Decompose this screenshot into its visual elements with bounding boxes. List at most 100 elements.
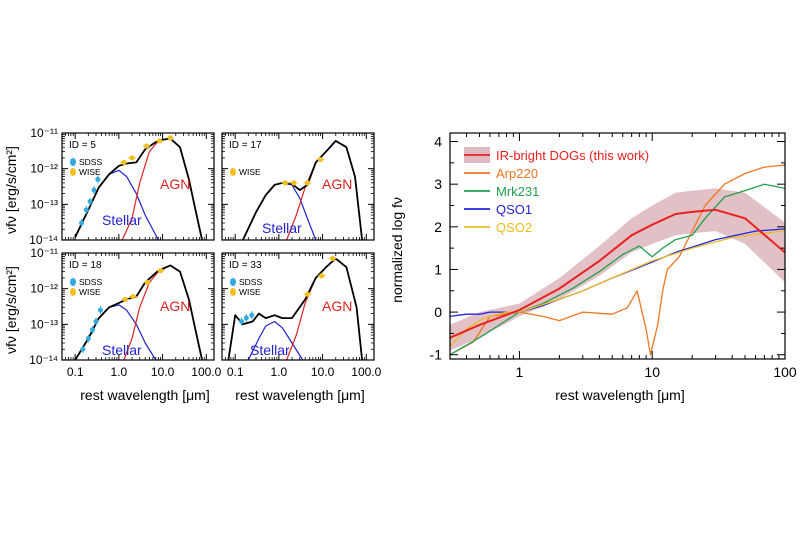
wise-legend-label: WISE [239, 167, 261, 177]
panel-frame [61, 132, 215, 241]
left-x-axis-label-a: rest wavelength [μm] [80, 387, 209, 403]
right-panel: 1 10 100 -1 0 1 2 3 4 IR-bright DOGs (this work) A… [430, 132, 797, 380]
wise-point [291, 180, 297, 186]
right-x-tick-label: 1 [516, 364, 524, 380]
panel-id-label: ID = 33 [229, 260, 262, 271]
right-x-tick-label: 100 [773, 364, 797, 380]
y-tick-label: 10⁻¹⁴ [29, 353, 58, 367]
sdss-legend-marker [70, 158, 76, 166]
wise-point [167, 135, 173, 141]
wise-legend-label: WISE [239, 287, 261, 297]
left-y-axis-label-top: νfν [erg/s/cm²] [3, 146, 19, 234]
y-tick-label: 10⁻¹¹ [30, 246, 58, 260]
panel-id-label: ID = 5 [69, 140, 96, 151]
wise-legend-marker [70, 288, 76, 296]
panel-frame [221, 252, 375, 361]
legend-label: Arp220 [496, 166, 538, 181]
panel-frame [61, 252, 215, 361]
right-x-tick-label: 10 [644, 364, 660, 380]
y-tick-label: 10⁻¹¹ [30, 126, 58, 140]
x-tick-label: 10.0 [311, 365, 335, 379]
wise-point [319, 273, 325, 279]
wise-legend-marker [70, 168, 76, 176]
right-y-tick-label: -1 [430, 347, 443, 363]
x-tick-label: 0.1 [227, 365, 244, 379]
sdss-point [80, 346, 86, 352]
y-tick-label: 10⁻¹⁴ [29, 233, 58, 247]
wise-point [157, 268, 164, 274]
sdss-legend-label: SDSS [79, 277, 102, 287]
sed-panel-2: ID = 17 WISE Stellar AGN [221, 132, 375, 241]
right-y-tick-label: 0 [434, 304, 442, 320]
sdss-legend-label: SDSS [79, 157, 102, 167]
sdss-point [98, 307, 104, 313]
x-tick-label: 10.0 [151, 365, 175, 379]
stellar-label: Stellar [250, 342, 290, 358]
right-x-axis-label: rest wavelength [μm] [555, 387, 684, 403]
legend-label: Mrk231 [496, 184, 539, 199]
sdss-legend-label: SDSS [239, 277, 262, 287]
left-y-axis-label-bottom: νfν [erg/s/cm²] [3, 266, 19, 354]
total-sed-curve [74, 264, 203, 360]
right-y-tick-label: 1 [434, 261, 442, 277]
wise-point [122, 296, 128, 303]
arp220-line [450, 164, 785, 356]
agn-label: AGN [160, 176, 190, 192]
left-x-axis-label-b: rest wavelength [μm] [235, 387, 364, 403]
legend-label: QSO2 [496, 220, 532, 235]
stellar-label: Stellar [102, 342, 142, 358]
wise-legend-marker [230, 168, 236, 176]
right-frame [449, 132, 786, 360]
dogs-uncertainty-band [450, 188, 785, 351]
sdss-point [239, 319, 245, 325]
right-y-tick-label: 4 [434, 134, 442, 150]
stellar-label: Stellar [262, 220, 302, 236]
y-tick-label: 10⁻¹³ [30, 317, 58, 331]
wise-point [304, 180, 311, 186]
stellar-label: Stellar [102, 212, 142, 228]
stellar-curve [247, 320, 304, 360]
total-sed-curve [74, 137, 203, 240]
panel-frame [221, 132, 375, 241]
y-tick-label: 10⁻¹² [30, 282, 58, 296]
sdss-point [90, 327, 96, 333]
right-y-axis-label: normalized log fν [389, 197, 405, 303]
agn-label: AGN [322, 176, 352, 192]
agn-label: AGN [160, 298, 190, 314]
wise-legend-label: WISE [79, 287, 101, 297]
sdss-legend-marker [230, 278, 236, 286]
wise-legend-marker [230, 288, 236, 296]
sdss-point [93, 319, 99, 325]
wise-legend-label: WISE [79, 167, 101, 177]
sdss-point [249, 312, 255, 318]
sdss-point [79, 220, 85, 226]
y-tick-label: 10⁻¹³ [30, 197, 58, 211]
sdss-point [83, 207, 89, 213]
wise-point [156, 138, 163, 144]
total-sed-curve [227, 257, 363, 360]
wise-point [330, 255, 336, 262]
sdss-point [243, 315, 249, 321]
qso2-line [450, 230, 785, 347]
sdss-point [91, 187, 97, 193]
dogs-line [450, 208, 785, 339]
x-tick-label: 1.0 [271, 365, 288, 379]
panel-id-label: ID = 17 [229, 140, 262, 151]
sdss-legend-marker [70, 278, 76, 286]
legend-label: IR-bright DOGs (this work) [496, 148, 649, 163]
sdss-point [95, 176, 101, 182]
x-tick-label: 100.0 [351, 365, 381, 379]
wise-point [282, 180, 288, 186]
wise-point [304, 291, 311, 297]
right-y-tick-label: 3 [434, 176, 442, 192]
agn-label: AGN [322, 298, 352, 314]
wise-point [143, 143, 150, 149]
wise-point [121, 159, 127, 165]
sdss-point [85, 336, 91, 342]
panel-id-label: ID = 18 [69, 260, 102, 271]
wise-point [130, 293, 136, 300]
